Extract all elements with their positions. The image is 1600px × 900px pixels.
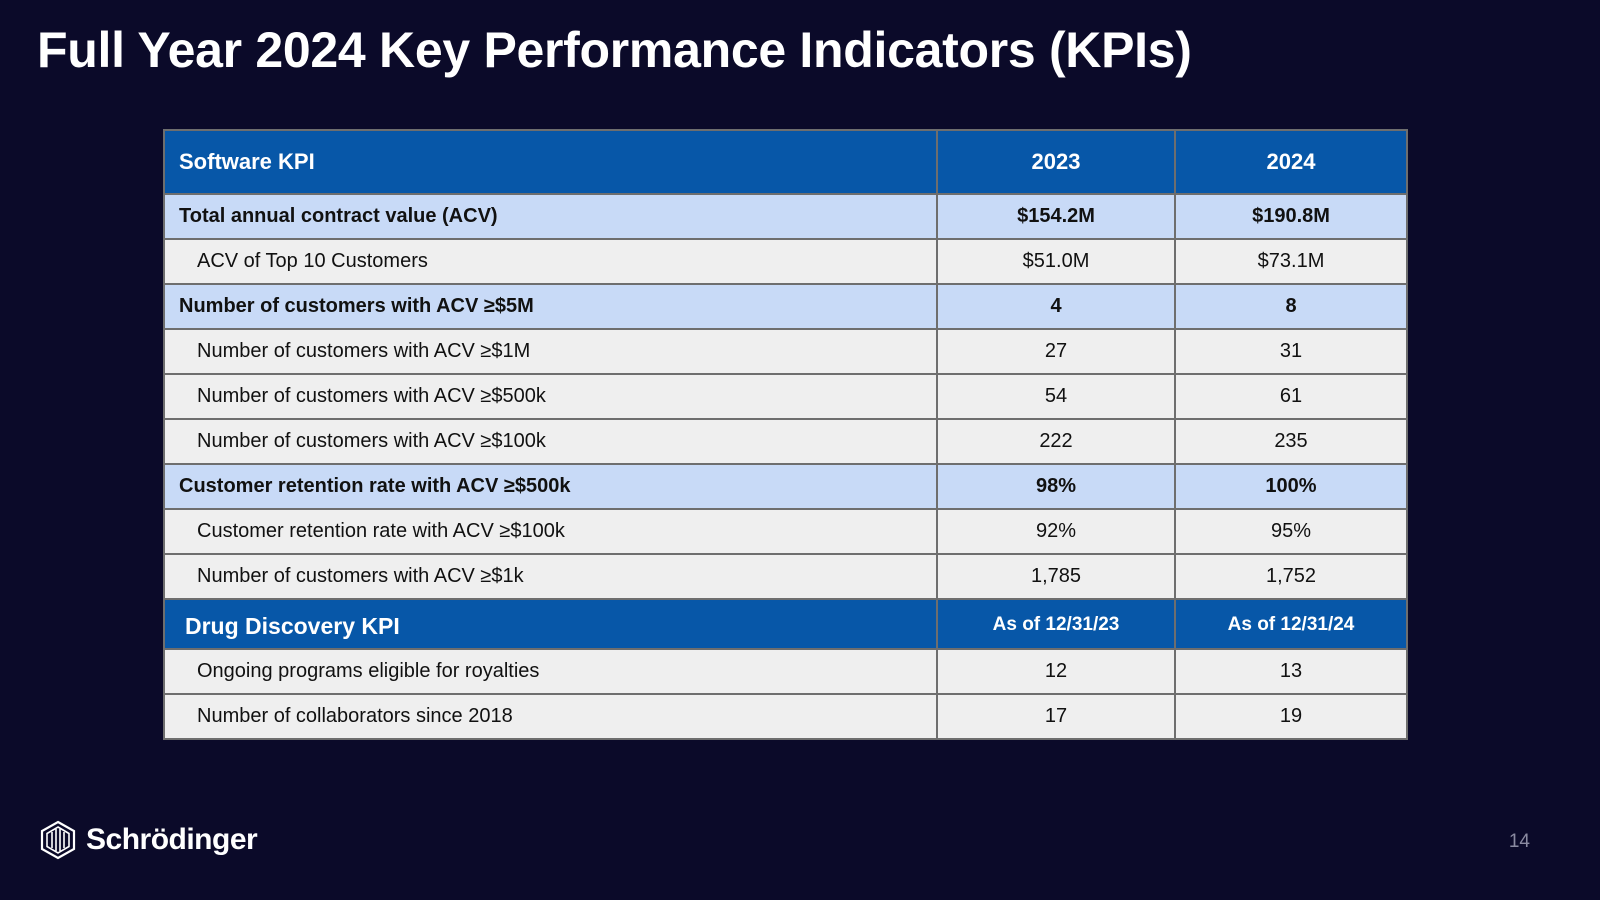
kpi-row: Ongoing programs eligible for royalties 1… [163, 648, 1408, 695]
kpi-row-label: Number of customers with ACV ≥$1k [163, 553, 938, 600]
drug-discovery-kpi-header-2024: As of 12/31/24 [1174, 598, 1408, 650]
kpi-row-value-2023: 27 [936, 328, 1176, 375]
kpi-row-value-2023: 17 [936, 693, 1176, 740]
kpi-row: Number of customers with ACV ≥$100k 222 23… [163, 418, 1408, 465]
kpi-row-value-2023: 222 [936, 418, 1176, 465]
kpi-row-value-2024: 19 [1174, 693, 1408, 740]
kpi-row-value-2024: 31 [1174, 328, 1408, 375]
kpi-row: Number of customers with ACV ≥$1M 27 31 [163, 328, 1408, 375]
schrodinger-logo: Schrödinger [40, 820, 258, 860]
kpi-row-label: Number of customers with ACV ≥$100k [163, 418, 938, 465]
kpi-row-label: Ongoing programs eligible for royalties [163, 648, 938, 695]
drug-discovery-kpi-header-2023: As of 12/31/23 [936, 598, 1176, 650]
brand-name: Schrödinger [86, 823, 258, 856]
hexagon-logo-icon [40, 820, 76, 860]
kpi-row-value-2023: 12 [936, 648, 1176, 695]
kpi-row-value-2023: 4 [936, 283, 1176, 330]
kpi-row-label: Customer retention rate with ACV ≥$100k [163, 508, 938, 555]
kpi-row-label: Total annual contract value (ACV) [163, 193, 938, 240]
software-kpi-header-label: Software KPI [163, 129, 938, 195]
kpi-row: Customer retention rate with ACV ≥$100k 9… [163, 508, 1408, 555]
software-kpi-header-2023: 2023 [936, 129, 1176, 195]
kpi-row-label: Number of customers with ACV ≥$500k [163, 373, 938, 420]
kpi-row: Number of customers with ACV ≥$500k 54 61 [163, 373, 1408, 420]
drug-discovery-kpi-header-label: Drug Discovery KPI [163, 598, 938, 650]
software-kpi-header-row: Software KPI 2023 2024 [163, 129, 1408, 195]
kpi-row-value-2024: 8 [1174, 283, 1408, 330]
kpi-row: ACV of Top 10 Customers $51.0M $73.1M [163, 238, 1408, 285]
kpi-row-value-2023: 1,785 [936, 553, 1176, 600]
kpi-row: Customer retention rate with ACV ≥$500k 9… [163, 463, 1408, 510]
kpi-row-value-2023: $154.2M [936, 193, 1176, 240]
drug-discovery-kpi-header-row: Drug Discovery KPI As of 12/31/23 As of … [163, 598, 1408, 650]
kpi-row-value-2023: 54 [936, 373, 1176, 420]
kpi-row-label: Customer retention rate with ACV ≥$500k [163, 463, 938, 510]
kpi-row-label: Number of collaborators since 2018 [163, 693, 938, 740]
kpi-row-value-2023: 98% [936, 463, 1176, 510]
kpi-row: Number of collaborators since 2018 17 19 [163, 693, 1408, 740]
kpi-row-value-2024: 13 [1174, 648, 1408, 695]
kpi-row-value-2024: 95% [1174, 508, 1408, 555]
kpi-row-value-2023: $51.0M [936, 238, 1176, 285]
kpi-row-value-2024: $73.1M [1174, 238, 1408, 285]
kpi-row-value-2024: 235 [1174, 418, 1408, 465]
kpi-row-value-2024: $190.8M [1174, 193, 1408, 240]
kpi-row: Number of customers with ACV ≥$1k 1,785 1,… [163, 553, 1408, 600]
kpi-row-value-2023: 92% [936, 508, 1176, 555]
slide-title: Full Year 2024 Key Performance Indicator… [37, 22, 1192, 78]
kpi-table: Software KPI 2023 2024 Total annual cont… [163, 129, 1408, 740]
kpi-row: Number of customers with ACV ≥$5M 4 8 [163, 283, 1408, 330]
software-kpi-header-2024: 2024 [1174, 129, 1408, 195]
kpi-row-value-2024: 1,752 [1174, 553, 1408, 600]
kpi-row-label: ACV of Top 10 Customers [163, 238, 938, 285]
kpi-row-label: Number of customers with ACV ≥$5M [163, 283, 938, 330]
page-number: 14 [1508, 831, 1530, 852]
kpi-row-value-2024: 100% [1174, 463, 1408, 510]
kpi-row-label: Number of customers with ACV ≥$1M [163, 328, 938, 375]
kpi-row: Total annual contract value (ACV) $154.2M… [163, 193, 1408, 240]
kpi-row-value-2024: 61 [1174, 373, 1408, 420]
